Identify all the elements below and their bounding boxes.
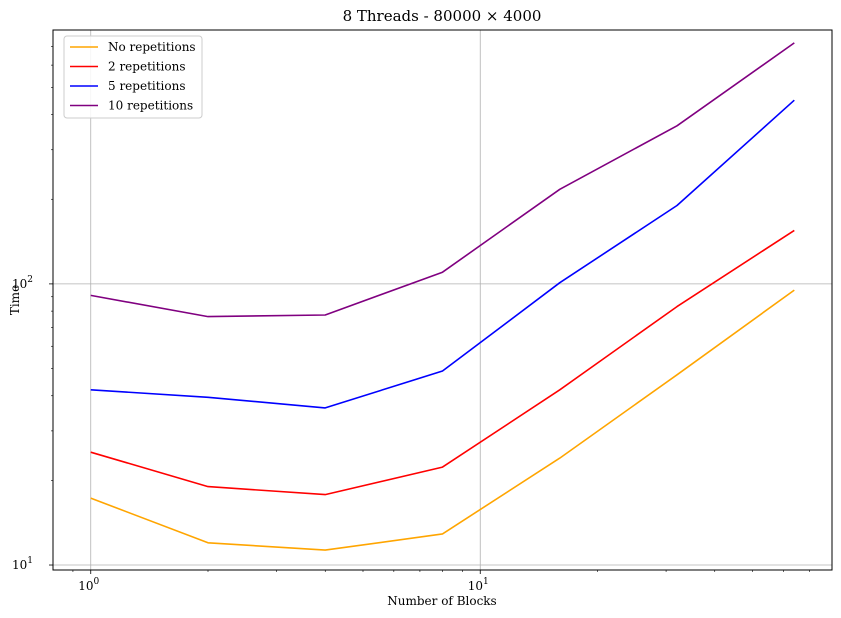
y-tick-label: 101 bbox=[12, 556, 33, 572]
legend-box bbox=[63, 35, 203, 119]
y-axis-label: Time bbox=[8, 285, 22, 315]
plot-frame bbox=[52, 29, 833, 571]
series-line-2 bbox=[90, 229, 795, 496]
major-ticks bbox=[49, 283, 481, 574]
legend-label-2: 2 repetitions bbox=[108, 60, 186, 74]
legend-label-1: No repetitions bbox=[108, 40, 196, 54]
legend-label-4: 10 repetitions bbox=[108, 99, 193, 113]
series-lines bbox=[90, 42, 795, 551]
series-line-4 bbox=[90, 42, 795, 318]
legend-label-3: 5 repetitions bbox=[108, 79, 186, 93]
series-line-1 bbox=[90, 289, 795, 551]
x-axis-label: Number of Blocks bbox=[387, 594, 496, 608]
legend: No repetitions 2 repetitions 5 repetitions… bbox=[63, 35, 203, 119]
x-tick-label: 101 bbox=[468, 577, 489, 593]
chart-title: 8 Threads - 80000 × 4000 bbox=[343, 7, 542, 25]
x-tick-label: 100 bbox=[78, 577, 99, 593]
grid-lines bbox=[53, 30, 832, 570]
series-line-3 bbox=[90, 99, 795, 409]
